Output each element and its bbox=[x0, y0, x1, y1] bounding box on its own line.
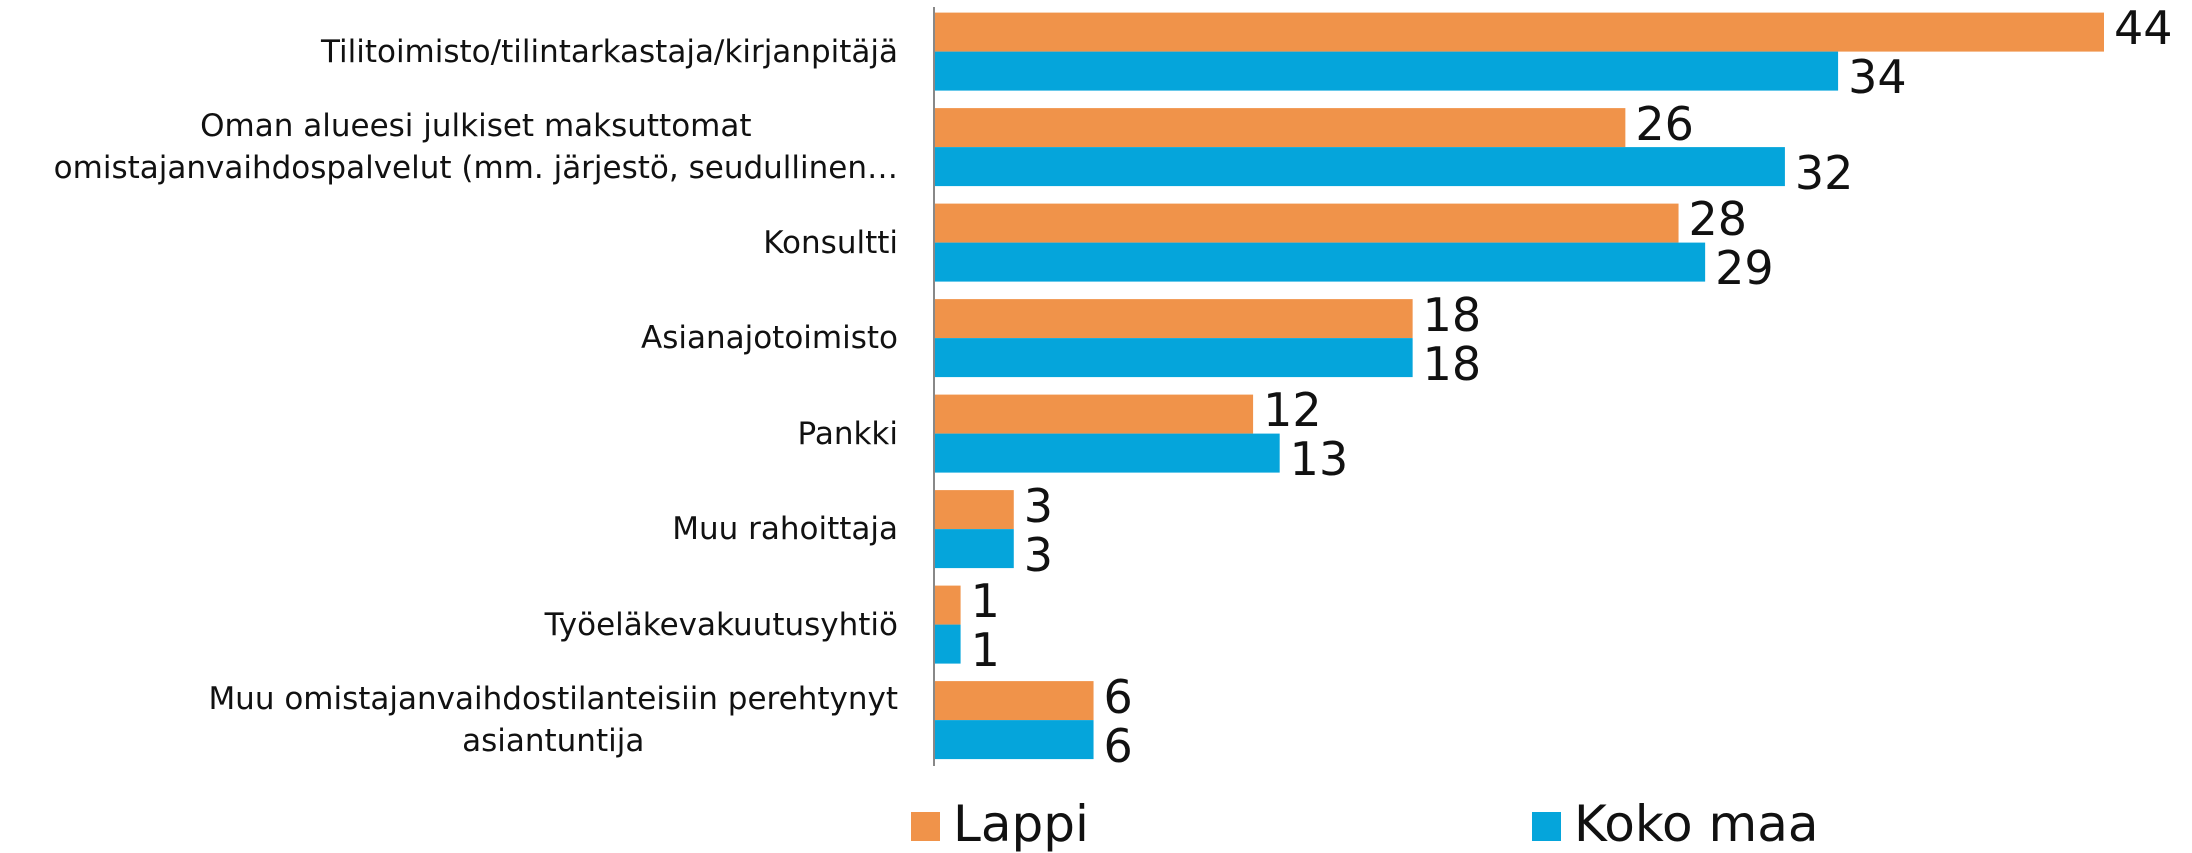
value-label: 29 bbox=[1715, 241, 1774, 296]
bar bbox=[934, 12, 2104, 52]
bar bbox=[934, 624, 961, 664]
category-label: Muu rahoittaja bbox=[672, 511, 898, 548]
bar bbox=[934, 585, 961, 625]
value-label: 18 bbox=[1422, 336, 1482, 391]
legend-swatch bbox=[1532, 812, 1561, 841]
value-label: 34 bbox=[1848, 50, 1907, 105]
value-label: 18 bbox=[1422, 287, 1482, 342]
bar bbox=[934, 490, 1014, 530]
value-label: 28 bbox=[1688, 192, 1748, 247]
category-label: Konsultti bbox=[763, 224, 898, 261]
bar bbox=[934, 529, 1014, 569]
value-label: 12 bbox=[1263, 383, 1322, 438]
value-label: 1 bbox=[970, 623, 1000, 678]
bar bbox=[934, 147, 1785, 187]
value-label: 6 bbox=[1103, 669, 1133, 724]
value-label: 6 bbox=[1103, 718, 1133, 773]
category-label: Oman alueesi julkiset maksuttomat omista… bbox=[53, 108, 898, 187]
legend-swatch bbox=[911, 812, 940, 841]
legend-label: Koko maa bbox=[1574, 795, 1819, 853]
value-label: 44 bbox=[2114, 1, 2173, 56]
category-label: Muu omistajanvaihdostilanteisiin perehty… bbox=[208, 681, 898, 760]
value-label: 26 bbox=[1635, 96, 1694, 151]
bar bbox=[934, 681, 1094, 721]
bar bbox=[934, 338, 1413, 378]
bar bbox=[934, 299, 1413, 339]
bar bbox=[934, 51, 1839, 91]
bar bbox=[934, 203, 1679, 243]
bar bbox=[934, 242, 1706, 282]
bar bbox=[934, 720, 1094, 760]
value-label: 32 bbox=[1794, 145, 1854, 200]
bar bbox=[934, 394, 1254, 434]
value-label: 3 bbox=[1023, 478, 1054, 533]
category-label: Tilitoimisto/tilintarkastaja/kirjanpitäj… bbox=[321, 33, 898, 70]
value-label: 1 bbox=[970, 574, 1000, 629]
category-label: Työeläkevakuutusyhtiö bbox=[544, 606, 898, 643]
value-label: 3 bbox=[1023, 527, 1054, 582]
value-label: 13 bbox=[1289, 432, 1349, 487]
legend-label: Lappi bbox=[953, 795, 1089, 853]
category-label: Asianajotoimisto bbox=[640, 320, 898, 357]
bar bbox=[934, 108, 1626, 148]
category-label: Pankki bbox=[797, 415, 898, 452]
bar bbox=[934, 433, 1280, 473]
